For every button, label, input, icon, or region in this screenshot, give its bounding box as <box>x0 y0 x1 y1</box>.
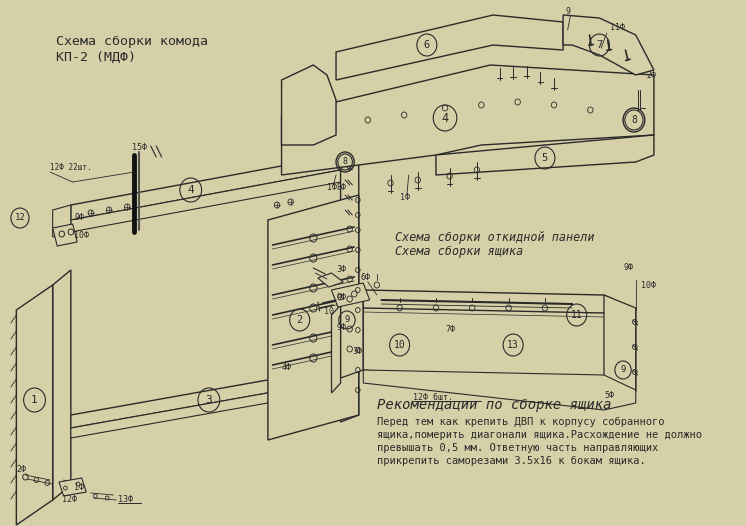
Text: 3: 3 <box>205 395 213 405</box>
Text: 9Ф: 9Ф <box>75 214 84 222</box>
Text: 9Ф: 9Ф <box>336 323 346 332</box>
Text: Схема сборки откидной панели: Схема сборки откидной панели <box>395 230 595 244</box>
Text: Перед тем как крепить ДВП к корпусу собранного: Перед тем как крепить ДВП к корпусу собр… <box>377 417 665 427</box>
Text: 9Ф: 9Ф <box>336 294 346 302</box>
Polygon shape <box>363 290 636 395</box>
Polygon shape <box>59 478 87 496</box>
Text: 1Ф: 1Ф <box>75 482 84 491</box>
Text: 12Ф 22шт.: 12Ф 22шт. <box>50 164 92 173</box>
Polygon shape <box>268 195 359 440</box>
Polygon shape <box>363 370 636 410</box>
Polygon shape <box>53 205 71 237</box>
Text: 7Ф: 7Ф <box>445 326 455 335</box>
Polygon shape <box>281 65 654 175</box>
Text: 9Ф: 9Ф <box>623 264 633 272</box>
Text: 12Ф: 12Ф <box>62 495 77 504</box>
Text: 11Ф: 11Ф <box>610 24 625 33</box>
Text: ящика,померить диагонали ящика.Расхождение не должно: ящика,померить диагонали ящика.Расхожден… <box>377 430 702 440</box>
Text: 5: 5 <box>542 153 548 163</box>
Polygon shape <box>436 135 654 175</box>
Text: 1: 1 <box>31 395 38 405</box>
Text: 11: 11 <box>571 310 583 320</box>
Text: Схема сборки комода: Схема сборки комода <box>56 35 208 48</box>
Text: 9: 9 <box>621 366 626 375</box>
Polygon shape <box>331 283 369 307</box>
Text: 13: 13 <box>507 340 519 350</box>
Text: 13Ф: 13Ф <box>118 495 133 504</box>
Text: 6Ф: 6Ф <box>360 274 371 282</box>
Text: 5Ф: 5Ф <box>604 390 614 400</box>
Polygon shape <box>71 170 341 232</box>
Text: превышать 0,5 мм. Ответную часть направляющих: превышать 0,5 мм. Ответную часть направл… <box>377 443 658 453</box>
Polygon shape <box>331 305 341 393</box>
Text: 3Ф: 3Ф <box>336 266 346 275</box>
Text: КП-2 (МДФ): КП-2 (МДФ) <box>56 50 137 64</box>
Text: Рекомендации по сборке ящика: Рекомендации по сборке ящика <box>377 398 612 412</box>
Text: 4: 4 <box>187 185 194 195</box>
Polygon shape <box>71 155 341 220</box>
Polygon shape <box>318 273 343 287</box>
Polygon shape <box>71 380 341 438</box>
Text: 12: 12 <box>15 214 25 222</box>
Text: 8: 8 <box>631 115 637 125</box>
Text: 4Ф: 4Ф <box>281 363 292 372</box>
Text: 9: 9 <box>565 7 571 16</box>
Text: прикрепить саморезами 3.5х16 к бокам ящика.: прикрепить саморезами 3.5х16 к бокам ящи… <box>377 456 645 466</box>
Text: 8: 8 <box>342 157 348 167</box>
Text: 9: 9 <box>344 316 350 325</box>
Text: 15Ф: 15Ф <box>132 144 147 153</box>
Text: 7: 7 <box>596 40 603 50</box>
Polygon shape <box>341 292 363 378</box>
Polygon shape <box>16 285 53 525</box>
Polygon shape <box>281 65 336 145</box>
Text: 10: 10 <box>394 340 406 350</box>
Text: 2: 2 <box>297 315 303 325</box>
Text: 6: 6 <box>424 40 430 50</box>
Text: 12Ф 6шт.: 12Ф 6шт. <box>413 393 454 402</box>
Text: 10Ф: 10Ф <box>642 280 656 289</box>
Polygon shape <box>53 270 71 500</box>
Text: 8Ф: 8Ф <box>336 184 346 193</box>
Polygon shape <box>604 295 636 398</box>
Polygon shape <box>336 15 563 80</box>
Text: 2Ф: 2Ф <box>16 466 26 474</box>
Polygon shape <box>563 15 654 75</box>
Text: 2Ф: 2Ф <box>647 70 656 79</box>
Text: 1Ф: 1Ф <box>327 184 337 193</box>
Text: 1Ф: 1Ф <box>400 194 410 203</box>
Text: Схема сборки ящика: Схема сборки ящика <box>395 246 524 258</box>
Text: 10Ф: 10Ф <box>75 230 90 239</box>
Text: 3Ф: 3Ф <box>352 348 363 357</box>
Polygon shape <box>71 360 359 428</box>
Text: 4: 4 <box>442 112 448 125</box>
Polygon shape <box>53 224 77 246</box>
Text: 10: 10 <box>325 308 334 317</box>
Polygon shape <box>341 148 359 422</box>
